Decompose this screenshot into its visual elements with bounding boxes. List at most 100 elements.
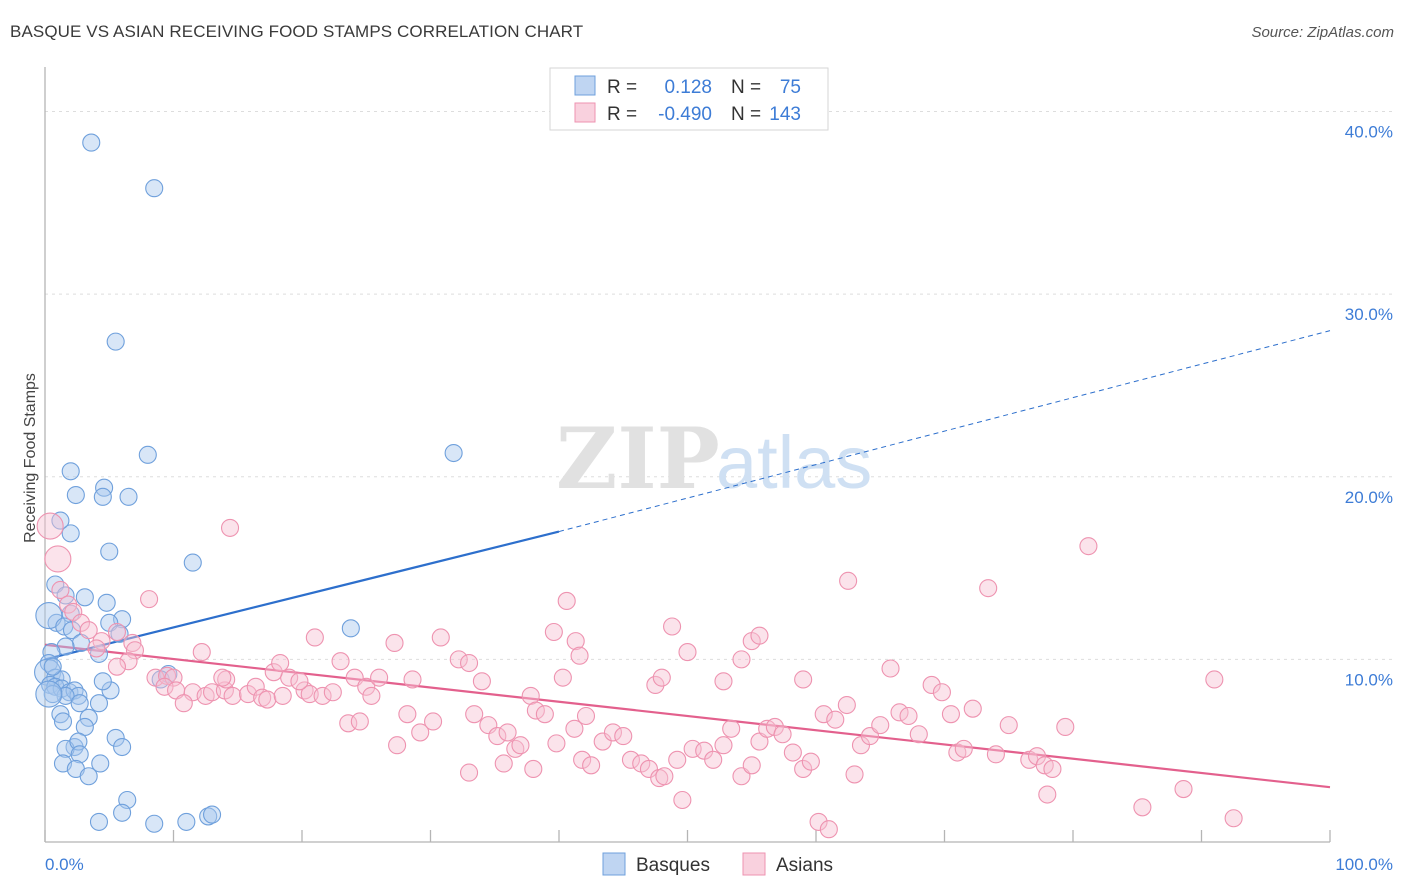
asian-point [963,699,982,718]
asian-point [524,759,543,779]
asians-stats-swatch [574,102,596,123]
asian-point [357,677,376,696]
basque-point [145,179,164,198]
asian-point [385,633,404,652]
asian-point [44,545,72,573]
asian-point [449,650,468,669]
asian-point [593,732,612,751]
asian-point [668,750,687,769]
asian-point [655,767,674,786]
y-tick-label: 20.0% [1345,488,1393,507]
asian-point [819,820,838,839]
stats-box [549,67,829,131]
asian-point [941,705,960,724]
y-axis-title: Receiving Food Stamps [22,373,39,543]
basque-point [119,487,138,506]
stats-r-value: 0.128 [664,77,712,98]
basque-point [66,485,85,505]
basque-point [106,728,125,747]
asian-point [158,666,177,685]
asian-point [140,590,159,609]
chart-title: BASQUE VS ASIAN RECEIVING FOOD STAMPS CO… [10,22,584,41]
asian-point [36,512,64,540]
asian-point [398,705,417,724]
asian-point [801,752,820,771]
basque-point [51,511,70,530]
asian-point [557,591,576,610]
asian-point [922,675,941,694]
asian-point [1133,798,1152,817]
asian-point [547,734,566,753]
asian-point [403,670,422,689]
asian-point [459,653,479,673]
basque-point [89,694,109,713]
asian-point [79,621,98,640]
asian-point [909,725,928,744]
basque-point [89,812,109,831]
basque-point [106,332,125,351]
asian-point [323,683,342,702]
stats-r-value: -0.490 [658,104,712,125]
basque-point [43,657,62,676]
basque-point [93,672,112,691]
asian-point [488,727,507,746]
asian-point [839,571,858,590]
asian-point [544,622,563,642]
asian-point [125,641,144,660]
asian-point [732,650,751,669]
asian-point [1174,779,1193,799]
asian-point [1205,670,1224,689]
asian-point [845,765,864,784]
basque-point [56,637,75,656]
basque-point [75,588,94,607]
asian-point [246,677,265,696]
basque-point [93,487,112,506]
asian-point [223,686,242,705]
asian-point [1056,717,1075,737]
asian-point [331,652,350,671]
basque-point [95,478,114,497]
basque-point [138,445,157,464]
asian-point [1079,537,1098,556]
basque-point [70,694,89,713]
asian-point [704,750,723,769]
basque-point [61,524,80,543]
stats-legend: R = 0.128 N = 75 R = -0.490 N = 143 [549,67,829,131]
asian-point [362,686,381,705]
asian-point [535,705,554,724]
asian-point [773,725,792,744]
asian-point [1038,785,1057,804]
basque-point [70,745,89,764]
asian-point [119,652,138,671]
asian-point [174,694,193,713]
data-points [34,133,1243,839]
basque-point [203,805,222,824]
basque-point [51,705,70,724]
basque-point [177,812,196,831]
bottom-legend: Basques Asians [602,852,833,876]
legend-swatch-asians [742,852,766,876]
asian-point [722,719,741,738]
asian-point [107,657,127,676]
asian-point [621,750,641,769]
asian-point [932,683,951,702]
basque-point [113,737,132,757]
asian-point [814,705,833,724]
y-tick-labels: 10.0% 20.0% 30.0% 40.0% [1345,123,1393,690]
asian-point [273,686,292,705]
asian-point [826,710,845,729]
asian-point [714,736,733,755]
asian-point [809,812,828,831]
x-tick-label: 0.0% [45,855,84,874]
asian-point [339,714,358,733]
asian-point [87,639,106,658]
asian-point [107,622,127,642]
asian-point [459,763,479,782]
asian-point [783,743,802,762]
asian-point [750,626,769,645]
asian-point [220,518,240,537]
asian-point [258,690,277,709]
basque-point [35,680,63,708]
asian-point [714,672,733,691]
asian-point [271,653,290,673]
